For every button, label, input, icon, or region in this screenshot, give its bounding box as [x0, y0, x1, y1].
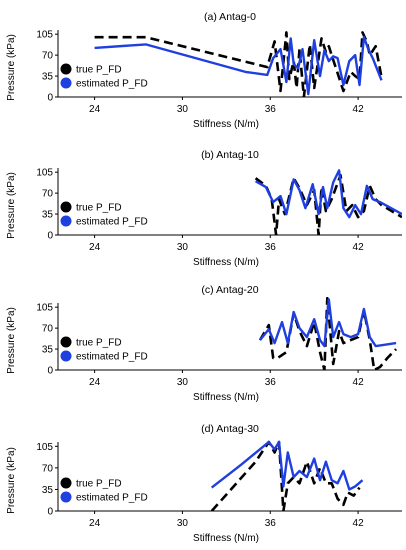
- panel-title: (d) Antag-30: [201, 423, 259, 435]
- legend-marker-true: [60, 63, 72, 75]
- x-tick-label: 24: [89, 377, 101, 388]
- y-tick-label: 35: [42, 485, 54, 496]
- y-tick-label: 70: [42, 51, 54, 62]
- chart-panel-1: (b) Antag-10 0 35 70 105 24 30 36 42 Stiffness (N…: [6, 149, 402, 268]
- x-tick-label: 24: [89, 518, 101, 529]
- panel-title: (b) Antag-10: [201, 149, 259, 161]
- y-tick-label: 105: [36, 303, 53, 314]
- legend-marker-true: [60, 336, 72, 348]
- y-axis-label: Pressure (kPa): [6, 447, 17, 514]
- x-tick-label: 30: [177, 104, 189, 115]
- x-tick-label: 30: [177, 377, 189, 388]
- x-tick-label: 36: [265, 242, 277, 253]
- legend-marker-true: [60, 201, 72, 213]
- y-axis-label: Pressure (kPa): [6, 34, 17, 101]
- x-tick-label: 24: [89, 242, 101, 253]
- panel-title: (a) Antag-0: [204, 11, 256, 23]
- y-tick-label: 35: [42, 72, 54, 83]
- legend-label-estimated: estimated P_FD: [76, 493, 148, 504]
- true-series-line: [254, 173, 402, 235]
- y-tick-label: 0: [47, 93, 53, 104]
- true-series-line: [94, 31, 383, 97]
- x-tick-label: 42: [353, 377, 365, 388]
- legend-marker-estimated: [60, 491, 72, 503]
- x-tick-label: 36: [265, 377, 277, 388]
- legend-marker-true: [60, 477, 72, 489]
- y-tick-label: 35: [42, 210, 54, 221]
- y-tick-label: 105: [36, 30, 53, 41]
- x-tick-label: 36: [265, 104, 277, 115]
- estimated-series-line: [94, 36, 383, 96]
- legend-marker-estimated: [60, 77, 72, 89]
- y-tick-label: 70: [42, 324, 54, 335]
- legend-label-estimated: estimated P_FD: [76, 217, 148, 228]
- y-axis-label: Pressure (kPa): [6, 172, 17, 239]
- x-axis-label: Stiffness (N/m): [193, 119, 259, 130]
- y-tick-label: 0: [47, 507, 53, 518]
- y-tick-label: 0: [47, 366, 53, 377]
- y-tick-label: 70: [42, 463, 54, 474]
- x-tick-label: 36: [265, 518, 277, 529]
- y-tick-label: 70: [42, 189, 54, 200]
- estimated-series-line: [255, 169, 402, 219]
- chart-panel-0: (a) Antag-0 0 35 70 105 24 30 36 42 Stiffness (N/…: [6, 11, 402, 130]
- estimated-series-line: [259, 298, 397, 348]
- legend-marker-estimated: [60, 215, 72, 227]
- x-tick-label: 30: [177, 518, 189, 529]
- y-tick-label: 35: [42, 345, 54, 356]
- chart-panel-3: (d) Antag-30 0 35 70 105 24 30 36 42 Stiffness (N…: [6, 423, 402, 544]
- legend-label-true: true P_FD: [76, 338, 122, 349]
- legend-label-true: true P_FD: [76, 203, 122, 214]
- x-tick-label: 42: [353, 518, 365, 529]
- legend-label-estimated: estimated P_FD: [76, 79, 148, 90]
- estimated-series-line: [210, 440, 364, 491]
- y-tick-label: 105: [36, 442, 53, 453]
- x-tick-label: 42: [353, 104, 365, 115]
- legend-label-estimated: estimated P_FD: [76, 352, 148, 363]
- y-tick-label: 0: [47, 231, 53, 242]
- legend-label-true: true P_FD: [76, 479, 122, 490]
- x-tick-label: 24: [89, 104, 101, 115]
- x-tick-label: 42: [353, 242, 365, 253]
- x-axis-label: Stiffness (N/m): [193, 533, 259, 544]
- chart-panel-2: (c) Antag-20 0 35 70 105 24 30 36 42 Stiffness (N…: [6, 284, 402, 403]
- panel-title: (c) Antag-20: [201, 284, 258, 296]
- true-series-line: [258, 297, 398, 370]
- x-tick-label: 30: [177, 242, 189, 253]
- legend-marker-estimated: [60, 350, 72, 362]
- x-axis-label: Stiffness (N/m): [193, 257, 259, 268]
- y-axis-label: Pressure (kPa): [6, 307, 17, 374]
- x-axis-label: Stiffness (N/m): [193, 392, 259, 403]
- y-tick-label: 105: [36, 168, 53, 179]
- legend-label-true: true P_FD: [76, 65, 122, 76]
